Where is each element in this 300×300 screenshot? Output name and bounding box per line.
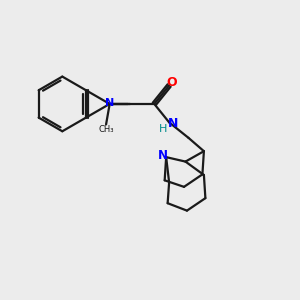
Text: N: N: [158, 149, 168, 162]
Text: O: O: [167, 76, 177, 89]
Text: CH₃: CH₃: [98, 125, 114, 134]
Text: N: N: [105, 98, 114, 108]
Text: N: N: [168, 117, 178, 130]
Text: H: H: [158, 124, 167, 134]
